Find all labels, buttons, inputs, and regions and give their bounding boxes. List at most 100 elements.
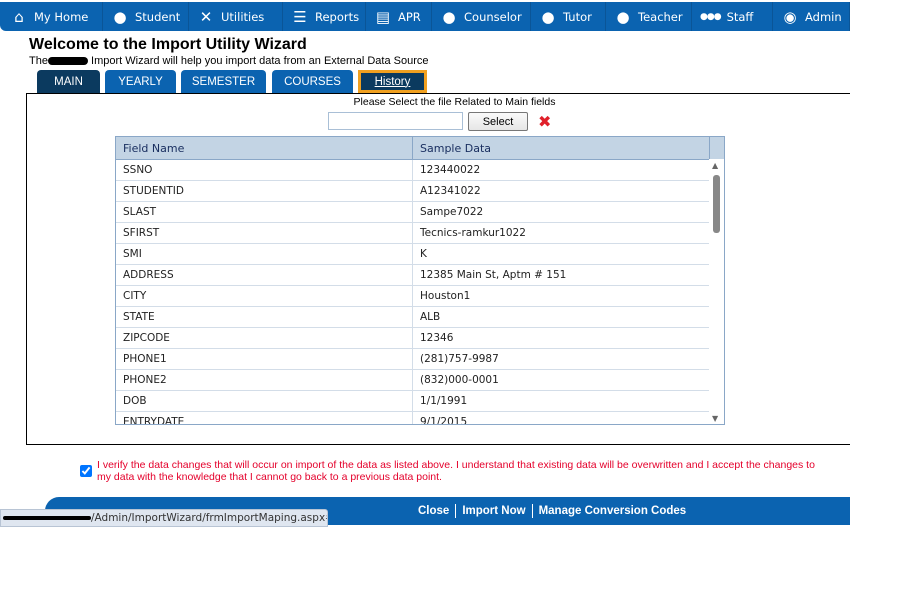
sample-data-cell: K bbox=[420, 248, 427, 260]
table-row: SMI K bbox=[116, 244, 724, 265]
nav-my-home[interactable]: ⌂ My Home bbox=[0, 2, 103, 31]
nav-label: Teacher bbox=[638, 9, 683, 24]
nav-tutor[interactable]: ● Tutor bbox=[531, 2, 606, 31]
nav-counselor[interactable]: ● Counselor bbox=[432, 2, 531, 31]
sample-data-cell: 123440022 bbox=[420, 164, 481, 176]
table-row: DOB 1/1/1991 bbox=[116, 391, 724, 412]
nav-label: Student bbox=[135, 9, 181, 24]
column-sample-data: Sample Data bbox=[413, 137, 710, 159]
sample-data-cell: Houston1 bbox=[420, 290, 471, 302]
tab-yearly[interactable]: YEARLY bbox=[105, 70, 176, 93]
tools-icon: ✕ bbox=[199, 7, 213, 26]
field-name-cell: SFIRST bbox=[116, 223, 413, 243]
field-name-cell: STATE bbox=[116, 307, 413, 327]
page-title: Welcome to the Import Utility Wizard bbox=[29, 36, 307, 53]
table-row: CITY Houston1 bbox=[116, 286, 724, 307]
nav-admin[interactable]: ◉ Admin bbox=[773, 2, 850, 31]
nav-label: Staff bbox=[726, 9, 754, 24]
main-panel bbox=[26, 93, 850, 445]
file-path-input[interactable] bbox=[328, 112, 463, 130]
table-row: SSNO 123440022 bbox=[116, 160, 724, 181]
nav-staff[interactable]: ●●● Staff bbox=[692, 2, 773, 31]
sample-data-cell: 12385 Main St, Aptm # 151 bbox=[420, 269, 567, 281]
field-name-cell: SMI bbox=[116, 244, 413, 264]
sample-data-cell: Sampe7022 bbox=[420, 206, 484, 218]
select-file-button[interactable]: Select bbox=[468, 112, 528, 131]
redacted-host bbox=[3, 516, 91, 520]
table-scrollbar[interactable]: ▲ ▼ bbox=[709, 159, 724, 424]
teacher-icon: ● bbox=[616, 7, 630, 26]
table-row: STUDENTID A12341022 bbox=[116, 181, 724, 202]
tab-courses[interactable]: COURSES bbox=[272, 70, 353, 93]
import-now-link[interactable]: Import Now bbox=[462, 505, 526, 517]
nav-label: Admin bbox=[805, 9, 842, 24]
nav-teacher[interactable]: ● Teacher bbox=[606, 2, 692, 31]
page-subtitle: The Import Wizard will help you import d… bbox=[29, 55, 429, 67]
admin-icon: ◉ bbox=[783, 7, 797, 26]
table-header: Field Name Sample Data bbox=[116, 137, 724, 160]
table-row: ZIPCODE 12346 bbox=[116, 328, 724, 349]
field-name-cell: STUDENTID bbox=[116, 181, 413, 201]
nav-label: Utilities bbox=[221, 9, 265, 24]
verify-checkbox[interactable] bbox=[80, 465, 92, 477]
nav-reports[interactable]: ☰ Reports bbox=[283, 2, 366, 31]
table-row: SLAST Sampe7022 bbox=[116, 202, 724, 223]
field-name-cell: ZIPCODE bbox=[116, 328, 413, 348]
status-bar-url: /Admin/ImportWizard/frmImportMaping.aspx… bbox=[0, 509, 328, 527]
table-row: PHONE2 (832)000-0001 bbox=[116, 370, 724, 391]
field-name-cell: ADDRESS bbox=[116, 265, 413, 285]
field-name-cell: PHONE2 bbox=[116, 370, 413, 390]
top-nav: ⌂ My Home ● Student ✕ Utilities ☰ Reports ▤ APR ● C… bbox=[0, 2, 850, 31]
nav-label: APR bbox=[398, 9, 421, 24]
nav-student[interactable]: ● Student bbox=[103, 2, 189, 31]
tab-semester[interactable]: SEMESTER bbox=[181, 70, 266, 93]
verify-text: I verify the data changes that will occu… bbox=[97, 459, 815, 483]
clear-file-icon[interactable]: ✖ bbox=[538, 112, 552, 131]
field-mapping-table: Field Name Sample Data SSNO 123440022 STUD… bbox=[115, 136, 725, 425]
home-icon: ⌂ bbox=[14, 7, 24, 26]
field-name-cell: SSNO bbox=[116, 160, 413, 180]
table-row: PHONE1 (281)757-9987 bbox=[116, 349, 724, 370]
tab-main[interactable]: MAIN bbox=[37, 70, 100, 93]
sample-data-cell: (832)000-0001 bbox=[420, 374, 499, 386]
nav-utilities[interactable]: ✕ Utilities bbox=[189, 2, 283, 31]
nav-apr[interactable]: ▤ APR bbox=[366, 2, 432, 31]
divider bbox=[531, 504, 533, 518]
nav-label: My Home bbox=[34, 9, 89, 24]
sample-data-cell: A12341022 bbox=[420, 185, 481, 197]
field-name-cell: SLAST bbox=[116, 202, 413, 222]
field-name-cell: PHONE1 bbox=[116, 349, 413, 369]
divider bbox=[455, 504, 457, 518]
field-name-cell: DOB bbox=[116, 391, 413, 411]
staff-icon: ●●● bbox=[700, 11, 722, 22]
tutor-icon: ● bbox=[541, 7, 555, 26]
sample-data-cell: Tecnics-ramkur1022 bbox=[420, 227, 526, 239]
sample-data-cell: (281)757-9987 bbox=[420, 353, 499, 365]
column-field-name: Field Name bbox=[116, 137, 413, 159]
newspaper-icon: ▤ bbox=[375, 7, 391, 26]
verify-section: I verify the data changes that will occu… bbox=[80, 459, 820, 483]
tab-history[interactable]: History bbox=[358, 70, 427, 93]
scroll-thumb[interactable] bbox=[713, 175, 720, 233]
scroll-up-icon[interactable]: ▲ bbox=[712, 161, 719, 170]
table-row: ADDRESS 12385 Main St, Aptm # 151 bbox=[116, 265, 724, 286]
manage-conversion-codes-link[interactable]: Manage Conversion Codes bbox=[538, 505, 687, 517]
nav-label: Counselor bbox=[464, 9, 522, 24]
sample-data-cell: ALB bbox=[420, 311, 441, 323]
scroll-down-icon[interactable]: ▼ bbox=[712, 414, 719, 423]
field-name-cell: CITY bbox=[116, 286, 413, 306]
table-row: STATE ALB bbox=[116, 307, 724, 328]
sample-data-cell: 12346 bbox=[420, 332, 454, 344]
file-prompt: Please Select the file Related to Main f… bbox=[353, 96, 556, 108]
sample-data-cell: 1/1/1991 bbox=[420, 395, 468, 407]
table-row: ENTRYDATE 9/1/2015 bbox=[116, 412, 724, 425]
table-row: SFIRST Tecnics-ramkur1022 bbox=[116, 223, 724, 244]
list-icon: ☰ bbox=[293, 7, 307, 26]
redacted-name bbox=[47, 57, 88, 66]
nav-label: Tutor bbox=[563, 9, 592, 24]
student-icon: ● bbox=[113, 7, 127, 26]
counselor-icon: ● bbox=[442, 7, 456, 26]
field-name-cell: ENTRYDATE bbox=[116, 412, 413, 424]
close-link[interactable]: Close bbox=[418, 505, 450, 517]
sample-data-cell: 9/1/2015 bbox=[420, 416, 468, 425]
